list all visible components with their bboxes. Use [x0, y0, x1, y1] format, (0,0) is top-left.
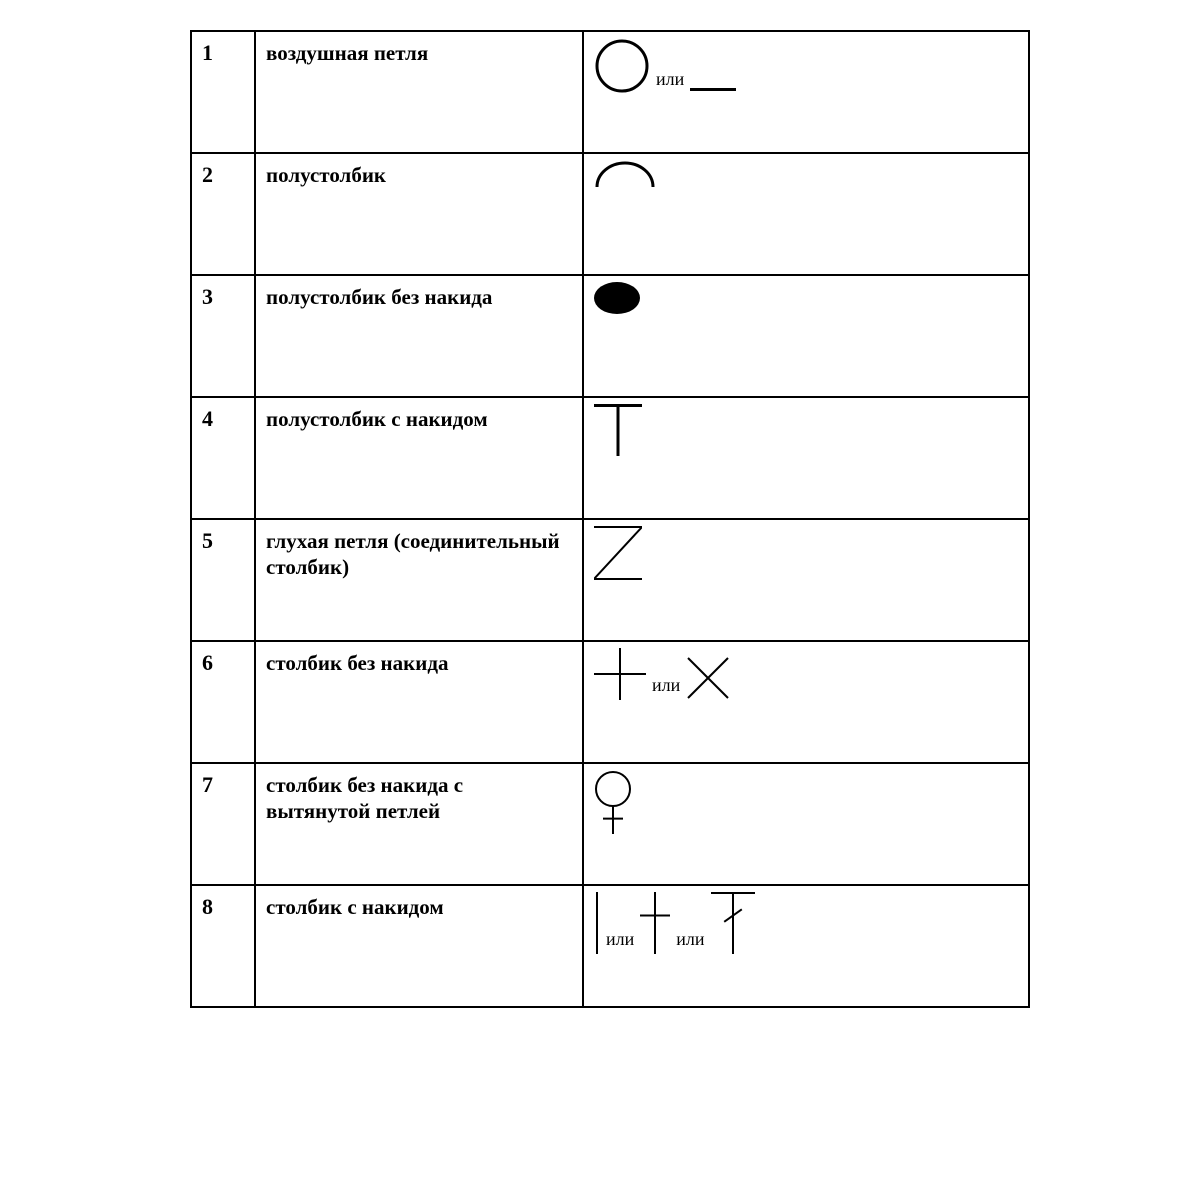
row-number: 7 [202, 772, 213, 797]
plus-icon [594, 648, 646, 700]
T-slash-icon [711, 892, 755, 954]
hline-icon [690, 85, 736, 94]
row-label: столбик с накидом [266, 894, 572, 920]
table-row: 3 полустолбик без накида [191, 275, 1029, 397]
page: 1 воздушная петля или 2 полустолбик 3 полустол… [0, 0, 1200, 1200]
Z-icon [594, 526, 642, 580]
symbol-cell [594, 404, 1018, 456]
or-text: или [606, 929, 634, 954]
symbol-cell: или [594, 38, 1018, 94]
symbol-cell: или [594, 648, 1018, 700]
symbol-cell: или или [594, 892, 1018, 954]
or-text: или [656, 69, 684, 94]
row-number: 8 [202, 894, 213, 919]
symbol-cell [594, 770, 1018, 836]
row-label: полустолбик с накидом [266, 406, 572, 432]
table-row: 6 столбик без накида или [191, 641, 1029, 763]
table-row: 2 полустолбик [191, 153, 1029, 275]
venus-icon [594, 770, 632, 836]
row-number: 1 [202, 40, 213, 65]
x-icon [686, 656, 730, 700]
symbol-cell [594, 282, 1018, 314]
table-row: 8 столбик с накидом или или [191, 885, 1029, 1007]
row-number: 5 [202, 528, 213, 553]
row-label: воздушная петля [266, 40, 572, 66]
row-number: 4 [202, 406, 213, 431]
row-number: 2 [202, 162, 213, 187]
crochet-symbol-table: 1 воздушная петля или 2 полустолбик 3 полустол… [190, 30, 1030, 1008]
ellipse-filled-icon [594, 282, 640, 314]
vline-icon [594, 892, 600, 954]
arc-top-icon [594, 160, 656, 190]
row-label: полустолбик [266, 162, 572, 188]
plus-tall-icon [640, 892, 670, 954]
circle-open-icon [594, 38, 650, 94]
row-label: глухая петля (соединительный столбик) [266, 528, 572, 581]
or-text: или [652, 675, 680, 700]
T-icon [594, 404, 642, 456]
row-number: 6 [202, 650, 213, 675]
table-row: 5 глухая петля (соединительный столбик) [191, 519, 1029, 641]
table-row: 1 воздушная петля или [191, 31, 1029, 153]
symbol-cell [594, 526, 1018, 580]
row-label: полустолбик без накида [266, 284, 572, 310]
symbol-cell [594, 160, 1018, 190]
or-text: или [676, 929, 704, 954]
table-row: 4 полустолбик с накидом [191, 397, 1029, 519]
row-label: столбик без накида с вытянутой петлей [266, 772, 572, 825]
row-label: столбик без накида [266, 650, 572, 676]
table-row: 7 столбик без накида с вытянутой петлей [191, 763, 1029, 885]
row-number: 3 [202, 284, 213, 309]
